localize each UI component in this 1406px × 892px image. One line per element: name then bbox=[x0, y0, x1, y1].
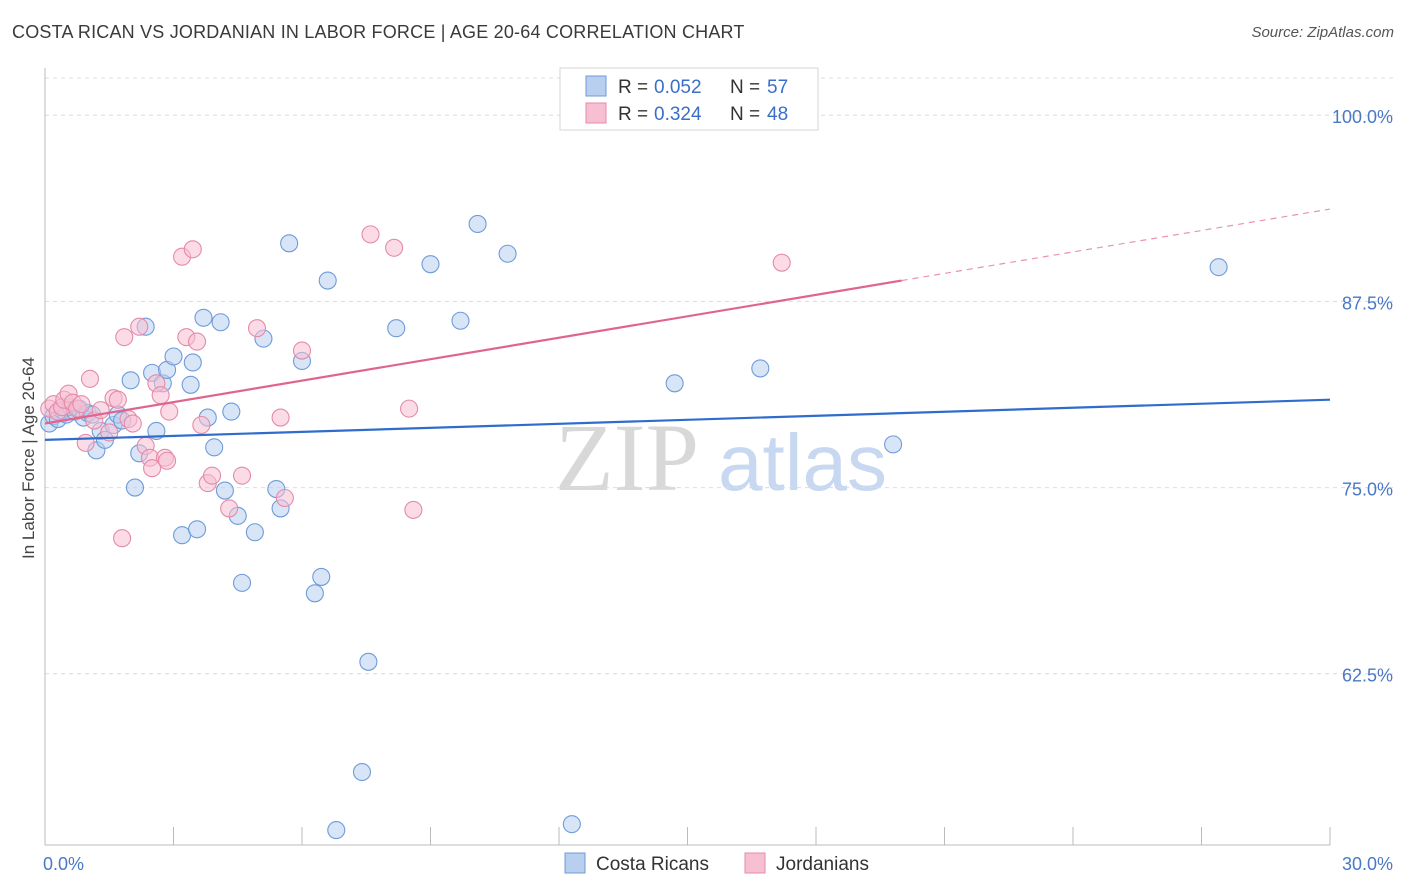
costa-ricans-trend-line bbox=[44, 398, 1331, 442]
jordanian-point bbox=[115, 328, 134, 347]
watermark: ZIP atlas bbox=[555, 404, 887, 511]
jordanian-point bbox=[361, 225, 380, 244]
jordanian-point bbox=[130, 317, 149, 336]
jordanian-point bbox=[76, 433, 95, 452]
jordanian-point bbox=[123, 414, 142, 433]
legend-r-value-costa: 0.052 bbox=[654, 77, 702, 98]
jordanian-point bbox=[192, 415, 211, 435]
legend-r-label-costa: R = bbox=[618, 77, 648, 98]
trend-lines bbox=[44, 208, 1331, 442]
jordanian-point bbox=[292, 341, 312, 360]
jordanian-point bbox=[404, 500, 423, 519]
costa-rican-point bbox=[215, 481, 234, 500]
costa-rican-point bbox=[387, 319, 406, 338]
jordanians-trend-line bbox=[44, 279, 902, 425]
jordanian-point bbox=[113, 529, 132, 548]
costa-rican-point bbox=[562, 815, 581, 834]
jordanian-point bbox=[400, 399, 419, 418]
costa-rican-point bbox=[305, 584, 324, 603]
axes bbox=[44, 68, 1331, 846]
costa-rican-point bbox=[327, 821, 346, 840]
costa-rican-point bbox=[884, 435, 903, 454]
costa-rican-point bbox=[468, 214, 487, 234]
costa-rican-point bbox=[751, 359, 770, 378]
chart-title: COSTA RICAN VS JORDANIAN IN LABOR FORCE … bbox=[12, 22, 745, 42]
y-tick-label: 87.5% bbox=[1342, 293, 1393, 313]
costa-ricans-points bbox=[40, 214, 1228, 840]
jordanian-point bbox=[72, 395, 91, 414]
costa-rican-point bbox=[312, 567, 331, 586]
legend-n-value-costa: 57 bbox=[767, 77, 788, 98]
y-tick-labels: 62.5% 75.0% 87.5% 100.0% bbox=[1332, 107, 1393, 685]
jordanian-point bbox=[203, 466, 222, 485]
costa-rican-point bbox=[121, 371, 140, 390]
jordanian-point bbox=[275, 488, 294, 508]
x-tick-label: 30.0% bbox=[1342, 854, 1393, 874]
y-tick-label: 75.0% bbox=[1342, 480, 1393, 500]
jordanian-point bbox=[271, 408, 290, 427]
bottom-legend-label-jordan: Jordanians bbox=[776, 854, 869, 875]
costa-rican-point bbox=[164, 347, 183, 366]
jordanian-point bbox=[385, 238, 404, 257]
costa-rican-point bbox=[451, 311, 470, 330]
jordanian-point bbox=[232, 466, 252, 485]
costa-rican-point bbox=[280, 234, 299, 253]
x-tick-labels: 0.0% 30.0% bbox=[43, 854, 1393, 874]
bottom-legend-swatch-costa bbox=[564, 852, 586, 874]
costa-rican-point bbox=[181, 375, 200, 394]
legend-r-value-jordan: 0.324 bbox=[654, 104, 702, 125]
legend-n-label-jordan: N = bbox=[730, 104, 760, 125]
costa-rican-point bbox=[194, 308, 213, 327]
costa-rican-point bbox=[245, 523, 264, 542]
watermark-atlas: atlas bbox=[718, 418, 887, 507]
costa-rican-point bbox=[211, 313, 230, 332]
costa-rican-point bbox=[188, 520, 207, 539]
bottom-legend-swatch-jordan bbox=[744, 852, 766, 874]
jordanian-point bbox=[247, 319, 267, 338]
jordanian-point bbox=[158, 451, 177, 470]
costa-rican-point bbox=[352, 762, 372, 782]
jordanian-point bbox=[143, 459, 162, 478]
source-credit: Source: ZipAtlas.com bbox=[1251, 24, 1394, 41]
jordanian-point bbox=[160, 402, 179, 421]
costa-rican-point bbox=[421, 255, 440, 274]
jordanian-point bbox=[220, 499, 239, 518]
jordanian-point bbox=[80, 369, 100, 388]
costa-rican-point bbox=[359, 652, 378, 671]
legend-swatch-jordan bbox=[585, 102, 607, 124]
legend: R = 0.052 N = 57 R = 0.324 N = 48 bbox=[559, 67, 819, 131]
y-tick-label: 62.5% bbox=[1342, 666, 1393, 686]
x-tick-label: 0.0% bbox=[43, 854, 84, 874]
bottom-legend-label-costa: Costa Ricans bbox=[596, 854, 709, 875]
legend-r-label-jordan: R = bbox=[618, 104, 648, 125]
y-axis-label: In Labor Force | Age 20-64 bbox=[19, 357, 38, 559]
costa-rican-point bbox=[1209, 258, 1228, 277]
jordanians-points bbox=[40, 225, 791, 548]
costa-rican-point bbox=[665, 374, 684, 393]
jordanian-point bbox=[183, 240, 202, 259]
jordanian-point bbox=[108, 390, 127, 409]
bottom-legend: Costa Ricans Jordanians bbox=[564, 852, 869, 875]
costa-rican-point bbox=[125, 478, 144, 497]
costa-rican-point bbox=[222, 402, 241, 421]
jordanian-point bbox=[188, 332, 207, 351]
legend-n-value-jordan: 48 bbox=[767, 104, 788, 125]
costa-rican-point bbox=[183, 353, 202, 372]
costa-rican-point bbox=[205, 438, 224, 457]
costa-rican-point bbox=[498, 244, 517, 263]
legend-n-label-costa: N = bbox=[730, 77, 760, 98]
legend-swatch-costa bbox=[585, 75, 607, 97]
jordanian-point bbox=[151, 386, 170, 405]
y-tick-label: 100.0% bbox=[1332, 107, 1393, 127]
costa-rican-point bbox=[232, 573, 252, 592]
jordanians-trend-extension bbox=[901, 208, 1331, 282]
jordanian-point bbox=[772, 253, 791, 272]
costa-rican-point bbox=[318, 271, 337, 290]
